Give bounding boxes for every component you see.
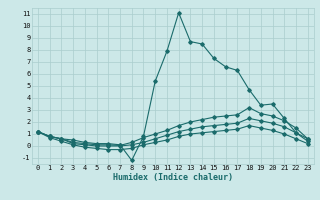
X-axis label: Humidex (Indice chaleur): Humidex (Indice chaleur) (113, 173, 233, 182)
